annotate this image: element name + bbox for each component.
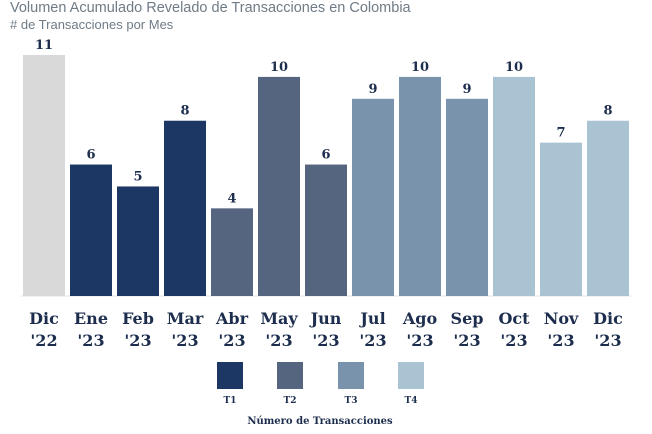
legend-title: Número de Transacciones bbox=[247, 416, 393, 427]
x-tick-label-year: '23 bbox=[500, 331, 527, 350]
bar bbox=[540, 142, 582, 296]
x-tick-label-year: '23 bbox=[265, 331, 292, 350]
bar bbox=[117, 186, 159, 296]
bar bbox=[446, 98, 488, 297]
data-label: 5 bbox=[133, 169, 142, 184]
bar bbox=[258, 76, 300, 296]
data-label: 6 bbox=[321, 148, 330, 163]
legend-label: T3 bbox=[345, 396, 358, 406]
legend-swatch bbox=[398, 362, 424, 389]
x-tick-label-year: '23 bbox=[77, 331, 104, 350]
bar bbox=[587, 120, 629, 297]
legend-swatch bbox=[217, 362, 243, 389]
bar bbox=[23, 55, 65, 296]
x-tick-label-month: Ene bbox=[74, 309, 108, 328]
x-tick-label-month: May bbox=[260, 309, 298, 328]
x-tick-label-month: Jul bbox=[358, 309, 385, 328]
data-label: 6 bbox=[86, 148, 95, 163]
data-label: 4 bbox=[227, 191, 236, 206]
x-tick-label-year: '23 bbox=[359, 331, 386, 350]
data-label: 10 bbox=[411, 60, 429, 75]
x-tick-label-month: Oct bbox=[498, 309, 530, 328]
x-tick-label-month: Jun bbox=[309, 309, 342, 328]
bar bbox=[352, 98, 394, 297]
data-label: 8 bbox=[603, 104, 612, 119]
x-tick-label-year: '23 bbox=[124, 331, 151, 350]
chart-subtitle: # de Transacciones por Mes bbox=[10, 17, 174, 32]
data-label: 9 bbox=[368, 82, 377, 97]
x-tick-label-year: '23 bbox=[171, 331, 198, 350]
chart-title: Volumen Acumulado Revelado de Transaccio… bbox=[10, 0, 411, 16]
legend-label: T1 bbox=[224, 396, 237, 406]
bar bbox=[305, 164, 347, 296]
legend-label: T2 bbox=[284, 396, 297, 406]
x-tick-label-month: Dic bbox=[593, 309, 623, 328]
bar bbox=[211, 208, 253, 296]
x-tick-label-month: Ago bbox=[402, 309, 438, 328]
data-label: 9 bbox=[462, 82, 471, 97]
x-tick-label-month: Nov bbox=[544, 309, 579, 328]
x-tick-label-year: '23 bbox=[406, 331, 433, 350]
legend-label: T4 bbox=[405, 396, 418, 406]
x-tick-label-year: '22 bbox=[30, 331, 57, 350]
bar bbox=[493, 76, 535, 296]
x-tick-label-year: '23 bbox=[594, 331, 621, 350]
data-label: 11 bbox=[35, 38, 53, 53]
bar bbox=[164, 120, 206, 297]
bar bbox=[399, 76, 441, 296]
x-tick-label-month: Mar bbox=[167, 309, 204, 328]
data-label: 7 bbox=[556, 126, 565, 141]
data-label: 10 bbox=[505, 60, 523, 75]
data-label: 8 bbox=[180, 104, 189, 119]
x-tick-label-year: '23 bbox=[547, 331, 574, 350]
x-tick-label-month: Dic bbox=[29, 309, 59, 328]
x-tick-label-year: '23 bbox=[453, 331, 480, 350]
bar bbox=[70, 164, 112, 296]
x-tick-label-year: '23 bbox=[218, 331, 245, 350]
legend-swatch bbox=[277, 362, 303, 389]
x-tick-label-month: Abr bbox=[215, 309, 249, 328]
x-tick-label-year: '23 bbox=[312, 331, 339, 350]
x-tick-label-month: Feb bbox=[122, 309, 154, 328]
x-tick-label-month: Sep bbox=[451, 309, 484, 328]
data-label: 10 bbox=[270, 60, 288, 75]
legend-swatch bbox=[338, 362, 364, 389]
